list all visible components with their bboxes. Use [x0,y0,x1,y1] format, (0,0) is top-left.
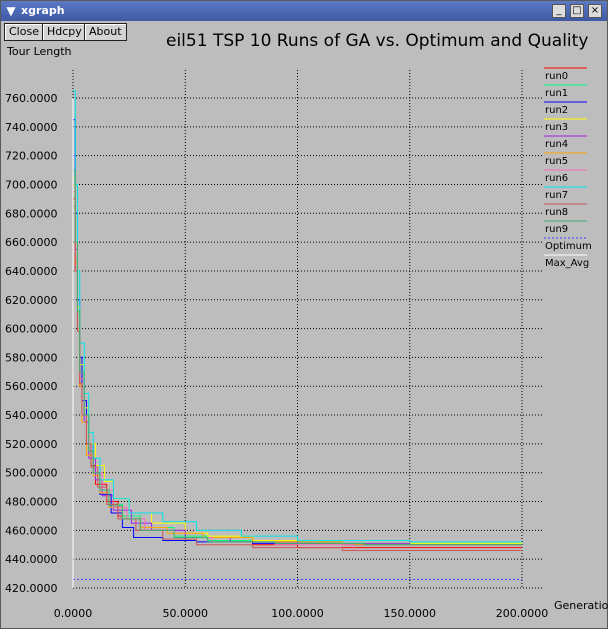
legend-label: run8 [545,207,568,218]
y-tick-label: 440.0000 [5,553,58,566]
legend-label: run5 [545,156,568,167]
series-line-run8 [73,205,522,552]
x-tick-label: 150.0000 [384,607,437,620]
y-tick-label: 560.0000 [5,380,58,393]
y-tick-label: 480.0000 [5,496,58,509]
legend-label: run7 [545,190,568,201]
y-tick-label: 720.0000 [5,150,58,163]
title-bar: ▼ xgraph _ □ × [1,1,607,21]
series-line-run2 [73,119,522,546]
series-line-run7 [73,90,522,543]
x-tick-label: 100.0000 [271,607,324,620]
y-tick-label: 520.0000 [5,438,58,451]
y-tick-label: 640.0000 [5,265,58,278]
window-title: xgraph [21,4,65,17]
y-tick-label: 500.0000 [5,467,58,480]
legend-label: run3 [545,122,568,133]
chart-title: eil51 TSP 10 Runs of GA vs. Optimum and … [166,31,589,51]
close-button[interactable]: Close [4,23,44,41]
maximize-icon[interactable]: □ [570,4,584,18]
window-menu-icon[interactable]: ▼ [6,4,16,18]
y-axis-label: Tour Length [7,45,72,58]
y-tick-label: 460.0000 [5,524,58,537]
legend-label: Max_Avg [545,258,589,269]
y-tick-label: 420.0000 [5,582,58,595]
series-line-run9 [73,169,522,546]
y-tick-label: 700.0000 [5,178,58,191]
close-icon[interactable]: × [588,4,602,18]
hdcpy-button[interactable]: Hdcpy [42,23,87,41]
legend-label: run4 [545,139,568,150]
y-tick-label: 580.0000 [5,351,58,364]
x-axis-label: Generation [554,599,608,612]
y-tick-label: 680.0000 [5,207,58,220]
y-tick-label: 660.0000 [5,236,58,249]
minimize-icon[interactable]: _ [552,4,566,18]
legend-label: run9 [545,224,568,235]
legend-label: run0 [545,71,568,82]
y-tick-label: 540.0000 [5,409,58,422]
legend-label: run1 [545,88,568,99]
y-tick-label: 760.0000 [5,92,58,105]
x-tick-label: 0.0000 [54,607,93,620]
y-tick-label: 740.0000 [5,121,58,134]
legend-label: Optimum [545,241,592,252]
x-tick-label: 200.0000 [496,607,549,620]
legend-label: run6 [545,173,568,184]
legend-label: run2 [545,105,568,116]
about-button[interactable]: About [84,23,127,41]
x-tick-label: 50.0000 [163,607,209,620]
y-tick-label: 600.0000 [5,323,58,336]
y-tick-label: 620.0000 [5,294,58,307]
